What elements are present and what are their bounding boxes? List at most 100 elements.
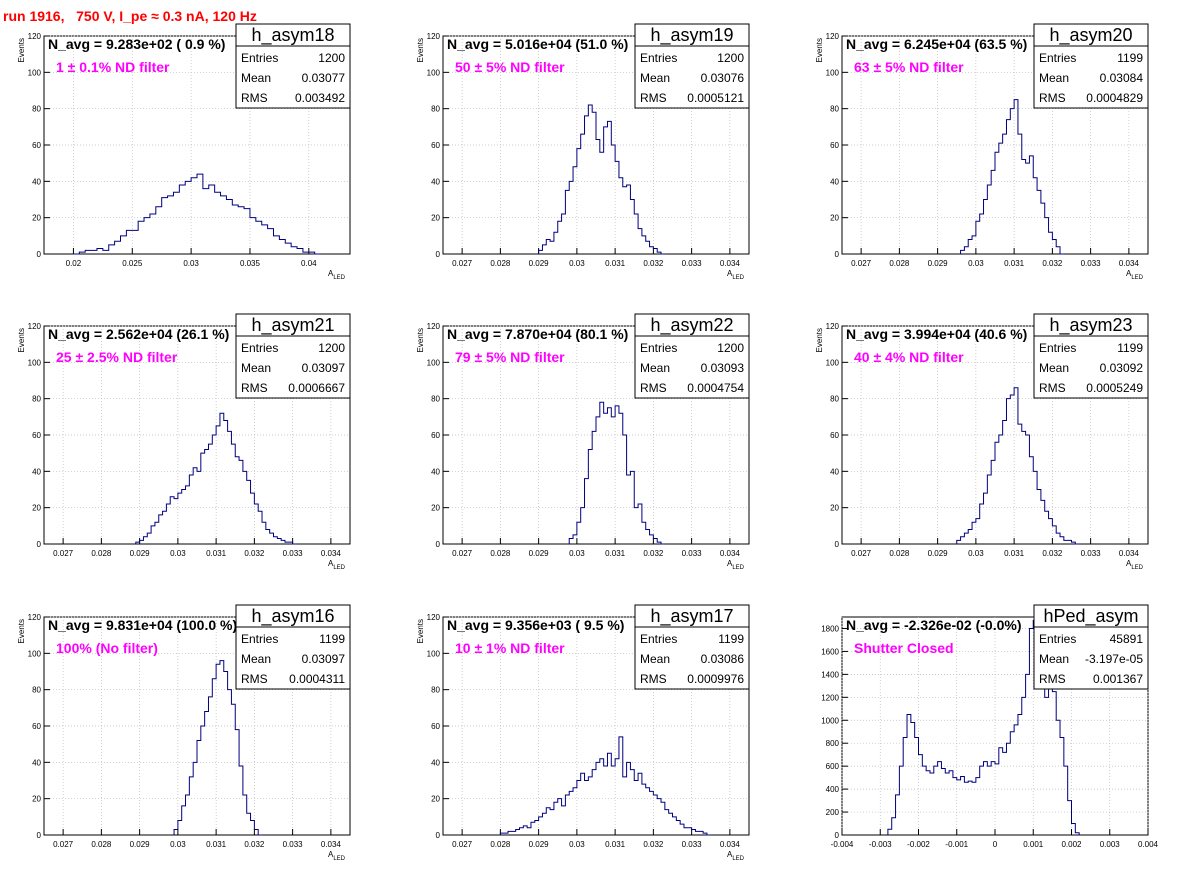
stat-value: 0.03084 <box>1100 71 1144 85</box>
stat-value: 0.0004829 <box>1086 91 1143 105</box>
y-tick-label: 1800 <box>821 624 839 633</box>
y-tick-label: 1400 <box>821 670 839 679</box>
x-tick-label: 0.033 <box>1081 549 1102 558</box>
stat-label: Mean <box>640 361 670 375</box>
histogram-bars <box>499 736 711 836</box>
x-tick-label: 0.031 <box>605 259 626 268</box>
x-axis-label: ALED <box>1126 559 1144 571</box>
y-tick-label: 20 <box>830 504 839 513</box>
stat-label: RMS <box>241 672 268 686</box>
x-tick-label: -0.002 <box>907 840 930 849</box>
stat-label: Entries <box>241 341 278 355</box>
stat-value: 45891 <box>1110 632 1144 646</box>
x-axis-label: ALED <box>727 269 745 281</box>
n-avg-label: N_avg = 5.016e+04 (51.0 %) <box>447 36 628 52</box>
stats-box <box>1033 604 1149 690</box>
n-avg-label: N_avg = 3.994e+04 (40.6 %) <box>846 326 1027 342</box>
x-tick-label: 0.028 <box>91 840 112 849</box>
y-tick-label: 80 <box>431 395 440 404</box>
y-tick-label: 800 <box>826 739 840 748</box>
y-tick-label: 0 <box>835 540 840 549</box>
x-axis-label: ALED <box>1126 269 1144 281</box>
y-tick-label: 80 <box>32 686 41 695</box>
x-tick-label: -0.003 <box>869 840 892 849</box>
y-tick-label: 80 <box>830 395 839 404</box>
x-tick-label: 0.035 <box>240 259 261 268</box>
stats-box <box>634 313 750 399</box>
y-axis-label: Events <box>416 328 425 352</box>
y-tick-label: 0 <box>37 540 42 549</box>
y-tick-label: 20 <box>830 214 839 223</box>
y-tick-label: 80 <box>32 395 41 404</box>
x-tick-label: 0.027 <box>53 840 74 849</box>
histogram-name: h_asym18 <box>251 25 334 46</box>
y-tick-label: 100 <box>28 649 42 658</box>
stat-value: 0.03086 <box>701 652 745 666</box>
y-tick-label: 80 <box>431 105 440 114</box>
filter-label: 1 ± 0.1% ND filter <box>56 59 170 75</box>
x-tick-label: 0.028 <box>490 549 511 558</box>
y-tick-label: 400 <box>826 785 840 794</box>
y-tick-label: 40 <box>32 467 41 476</box>
y-tick-label: 20 <box>32 214 41 223</box>
y-tick-label: 200 <box>826 808 840 817</box>
x-tick-label: 0.02 <box>66 259 82 268</box>
y-tick-label: 100 <box>427 649 441 658</box>
stat-value: 1200 <box>717 341 744 355</box>
y-tick-label: 120 <box>826 322 840 331</box>
stat-label: Entries <box>640 51 677 65</box>
histogram-panel-h_asym16: 0.027 0.028 0.029 0.03 0.031 0.032 0.033 0.034 0… <box>17 604 351 862</box>
stat-label: RMS <box>1039 381 1066 395</box>
run-title: run 1916, 750 V, I_pe ≈ 0.3 nA, 120 Hz <box>3 8 257 24</box>
stat-value: -3.197e-05 <box>1085 652 1143 666</box>
n-avg-label: N_avg = 2.562e+04 (26.1 %) <box>48 326 229 342</box>
x-tick-label: 0.032 <box>244 549 265 558</box>
stat-label: Mean <box>1039 652 1069 666</box>
stat-label: RMS <box>640 381 667 395</box>
stats-box <box>634 23 750 109</box>
y-tick-label: 120 <box>826 32 840 41</box>
x-tick-label: 0.031 <box>206 840 227 849</box>
histogram-bars <box>568 401 665 545</box>
x-tick-label: 0.003 <box>1100 840 1121 849</box>
x-tick-label: 0.029 <box>529 259 550 268</box>
stat-value: 0.0004754 <box>687 381 744 395</box>
y-tick-label: 0 <box>436 250 441 259</box>
y-axis-label: Events <box>17 328 26 352</box>
stat-label: RMS <box>640 672 667 686</box>
stat-label: Mean <box>241 652 271 666</box>
x-tick-label: 0.029 <box>529 840 550 849</box>
y-tick-label: 600 <box>826 762 840 771</box>
x-tick-label: 0.027 <box>851 549 872 558</box>
y-tick-label: 40 <box>431 467 440 476</box>
y-tick-label: 40 <box>431 758 440 767</box>
y-axis-label: Events <box>416 619 425 643</box>
stat-value: 0.03092 <box>1100 361 1144 375</box>
x-tick-label: 0.03 <box>968 259 984 268</box>
x-tick-label: 0.001 <box>1023 840 1044 849</box>
histogram-bars <box>956 387 1080 545</box>
x-tick-label: 0.033 <box>682 259 703 268</box>
x-tick-label: 0.03 <box>183 259 199 268</box>
x-tick-label: 0 <box>993 840 998 849</box>
x-tick-label: 0.034 <box>321 549 342 558</box>
filter-label: 10 ± 1% ND filter <box>455 640 565 656</box>
stat-label: Mean <box>241 361 271 375</box>
stats-box <box>634 604 750 690</box>
x-tick-label: 0.034 <box>720 549 741 558</box>
histogram-name: h_asym19 <box>650 25 733 46</box>
x-axis-label: ALED <box>727 850 745 862</box>
x-tick-label: 0.03 <box>170 840 186 849</box>
filter-label: 40 ± 4% ND filter <box>854 349 964 365</box>
histogram-name: h_asym20 <box>1049 25 1132 46</box>
x-tick-label: 0.028 <box>889 259 910 268</box>
y-tick-label: 40 <box>431 177 440 186</box>
x-tick-label: 0.03 <box>569 259 585 268</box>
y-tick-label: 20 <box>431 795 440 804</box>
stat-label: RMS <box>1039 91 1066 105</box>
y-tick-label: 120 <box>28 613 42 622</box>
y-axis-label: Events <box>815 328 824 352</box>
histogram-panel-h_asym19: 0.027 0.028 0.029 0.03 0.031 0.032 0.033 0.034 0… <box>416 23 750 281</box>
stat-value: 0.03093 <box>701 361 745 375</box>
stat-label: Entries <box>640 341 677 355</box>
